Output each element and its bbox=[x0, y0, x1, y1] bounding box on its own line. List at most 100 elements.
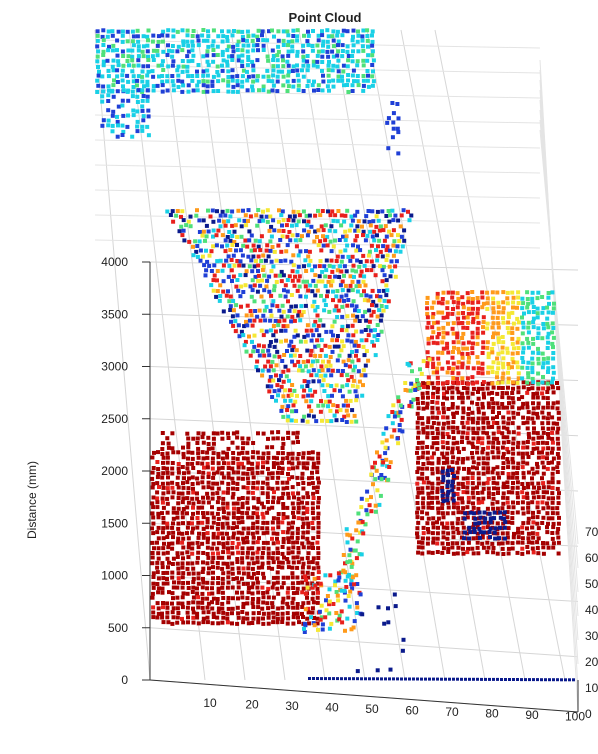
point bbox=[301, 486, 306, 491]
point bbox=[300, 556, 305, 561]
point bbox=[250, 323, 255, 328]
point bbox=[340, 677, 343, 681]
point bbox=[339, 373, 344, 378]
point bbox=[259, 214, 264, 219]
y-tick-label: 20 bbox=[585, 655, 598, 669]
point bbox=[285, 234, 290, 239]
point bbox=[352, 582, 357, 587]
point bbox=[389, 269, 394, 274]
point bbox=[377, 228, 382, 233]
point bbox=[445, 300, 450, 305]
point bbox=[286, 540, 291, 544]
point bbox=[323, 353, 328, 358]
point bbox=[521, 475, 526, 480]
point bbox=[535, 306, 540, 311]
point bbox=[260, 29, 265, 34]
point bbox=[240, 576, 244, 581]
point bbox=[445, 525, 450, 530]
point bbox=[290, 269, 295, 274]
point bbox=[471, 486, 476, 491]
point bbox=[195, 88, 200, 93]
point bbox=[440, 488, 445, 493]
point bbox=[106, 93, 111, 98]
point bbox=[511, 295, 516, 300]
point bbox=[531, 305, 536, 309]
point bbox=[421, 525, 426, 530]
point bbox=[345, 616, 350, 621]
point bbox=[256, 244, 261, 249]
point bbox=[295, 475, 300, 480]
point bbox=[384, 258, 389, 262]
point bbox=[296, 550, 301, 555]
point bbox=[550, 531, 555, 535]
point bbox=[312, 677, 315, 680]
point bbox=[331, 29, 336, 34]
point bbox=[481, 320, 486, 325]
point bbox=[463, 511, 468, 516]
point bbox=[196, 470, 201, 475]
point bbox=[320, 269, 325, 274]
point bbox=[470, 490, 475, 495]
point bbox=[415, 378, 419, 383]
point bbox=[240, 59, 245, 64]
point bbox=[211, 615, 216, 619]
point bbox=[323, 373, 328, 378]
point bbox=[364, 338, 369, 343]
point bbox=[280, 460, 285, 465]
point bbox=[226, 466, 231, 470]
point bbox=[270, 445, 275, 450]
point bbox=[246, 460, 251, 465]
point bbox=[531, 430, 536, 435]
point bbox=[220, 521, 225, 526]
point bbox=[226, 54, 231, 59]
point bbox=[295, 288, 300, 293]
point bbox=[515, 491, 520, 496]
point bbox=[235, 43, 240, 48]
point bbox=[305, 223, 310, 228]
point bbox=[402, 228, 407, 233]
point bbox=[286, 460, 291, 465]
point bbox=[194, 213, 199, 218]
point bbox=[101, 89, 106, 94]
point bbox=[530, 546, 535, 551]
point bbox=[430, 410, 435, 415]
point bbox=[500, 386, 505, 390]
point bbox=[327, 88, 331, 93]
point bbox=[101, 28, 106, 33]
point bbox=[120, 98, 125, 103]
point bbox=[536, 486, 541, 490]
point bbox=[311, 333, 316, 338]
z-axis-label: Distance (mm) bbox=[25, 461, 39, 539]
point bbox=[171, 219, 176, 224]
point bbox=[515, 480, 520, 485]
point bbox=[546, 446, 551, 451]
point bbox=[484, 677, 487, 681]
point bbox=[200, 596, 205, 601]
point bbox=[160, 615, 165, 620]
point bbox=[300, 418, 305, 423]
point bbox=[131, 74, 136, 79]
point bbox=[221, 219, 226, 224]
point bbox=[313, 319, 318, 324]
point bbox=[206, 610, 211, 615]
point bbox=[424, 677, 427, 681]
point bbox=[170, 79, 175, 84]
point bbox=[482, 530, 487, 535]
point bbox=[211, 531, 216, 536]
point bbox=[195, 491, 199, 496]
point bbox=[287, 343, 292, 348]
point bbox=[456, 430, 461, 435]
point bbox=[550, 380, 554, 385]
point bbox=[546, 291, 551, 295]
point bbox=[190, 521, 194, 526]
point bbox=[500, 678, 503, 681]
point bbox=[461, 446, 466, 451]
point bbox=[401, 208, 406, 213]
point bbox=[315, 581, 320, 586]
point bbox=[425, 405, 430, 410]
point bbox=[210, 591, 215, 596]
point bbox=[369, 509, 374, 514]
point bbox=[280, 616, 285, 621]
point bbox=[230, 223, 235, 228]
point bbox=[380, 279, 385, 284]
